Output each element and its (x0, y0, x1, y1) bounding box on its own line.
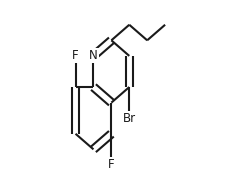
Text: F: F (72, 49, 79, 62)
Text: F: F (108, 158, 115, 171)
Text: Br: Br (123, 112, 136, 125)
Text: N: N (89, 49, 98, 62)
